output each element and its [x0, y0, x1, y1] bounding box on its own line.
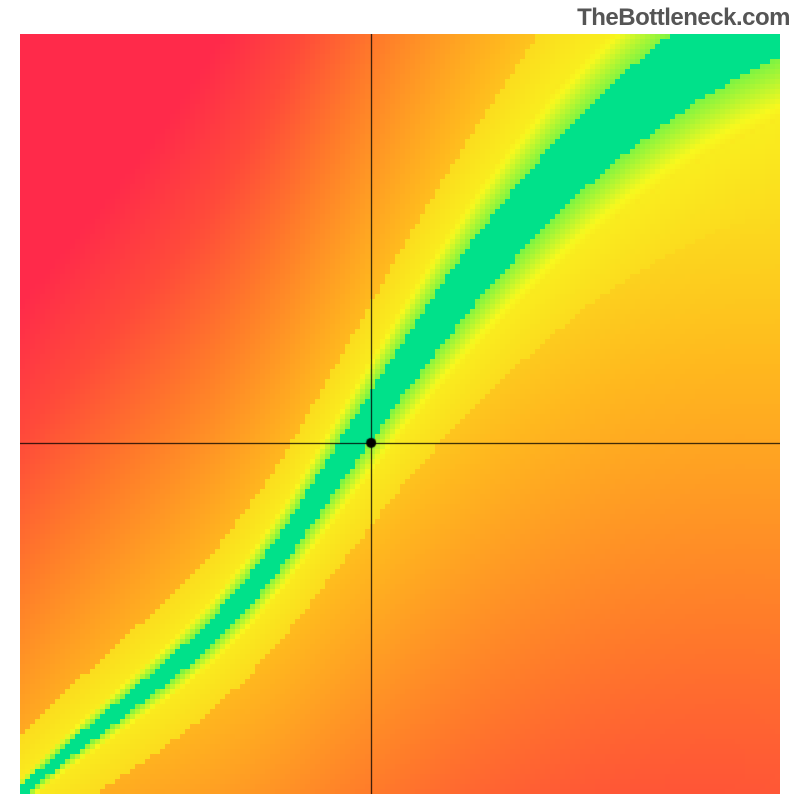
crosshair-overlay [20, 34, 780, 794]
watermark-text: TheBottleneck.com [577, 4, 790, 32]
chart-container: TheBottleneck.com [0, 0, 800, 800]
